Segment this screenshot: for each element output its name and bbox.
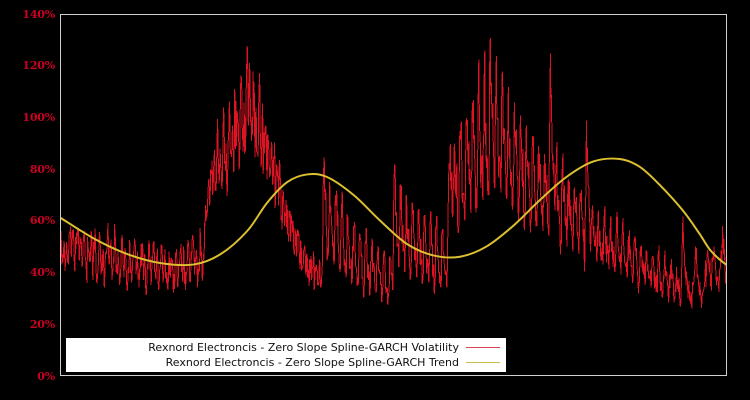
y-axis-tick-0: 0% (37, 369, 55, 383)
legend-swatch-volatility (466, 342, 500, 354)
y-axis-tick-20: 20% (29, 317, 55, 331)
plot-svg (61, 38, 726, 309)
legend-swatch-trend (466, 357, 500, 369)
y-axis-tick-60: 60% (29, 214, 55, 228)
y-axis-tick-labels: 0% 20% 40% 60% 80% 100% 120% 140% (0, 0, 55, 400)
legend-label-volatility: Rexnord Electroncis - Zero Slope Spline-… (148, 340, 459, 354)
legend-entry-volatility: Rexnord Electroncis - Zero Slope Spline-… (66, 340, 500, 355)
plot-area (60, 14, 727, 376)
series-volatility (61, 38, 726, 309)
y-axis-tick-100: 100% (22, 110, 55, 124)
chart-legend: Rexnord Electroncis - Zero Slope Spline-… (66, 338, 506, 372)
y-axis-tick-140: 140% (22, 7, 55, 21)
series-trend (61, 157, 726, 267)
y-axis-tick-120: 120% (22, 59, 55, 73)
y-axis-tick-80: 80% (29, 162, 55, 176)
legend-label-trend: Rexnord Electroncis - Zero Slope Spline-… (165, 355, 459, 369)
y-axis-tick-40: 40% (29, 266, 55, 280)
legend-entry-trend: Rexnord Electroncis - Zero Slope Spline-… (66, 355, 500, 370)
